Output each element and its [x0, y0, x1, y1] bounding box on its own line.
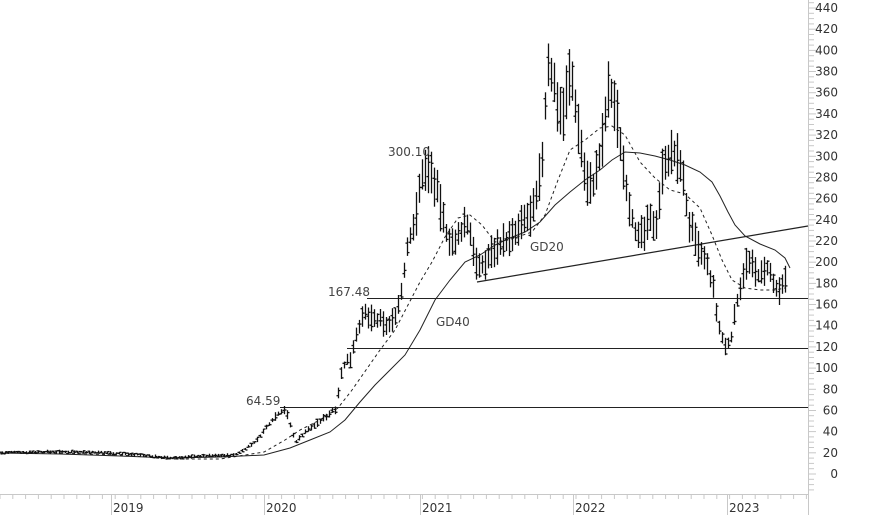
y-tick-label: 360	[815, 86, 838, 100]
trendline	[476, 225, 809, 283]
x-tick-label: 2022	[575, 501, 606, 515]
y-tick-label: 400	[815, 43, 838, 57]
y-tick-label: 300	[815, 149, 838, 163]
y-tick-label: 440	[815, 1, 838, 15]
y-tick-label: 180	[815, 276, 838, 290]
annotation-level-167: 167.48	[328, 285, 370, 299]
gd20-label: GD20	[530, 240, 564, 254]
y-tick-label: 340	[815, 107, 838, 121]
y-tick-label: 260	[815, 192, 838, 206]
y-tick-label: 40	[823, 425, 838, 439]
annotation-level-64: 64.59	[246, 394, 280, 408]
y-tick-label: 320	[815, 128, 838, 142]
y-tick-label: 120	[815, 340, 838, 354]
y-tick-label: 20	[823, 446, 838, 460]
gd40-label: GD40	[436, 315, 470, 329]
x-tick-label: 2021	[422, 501, 453, 515]
y-tick-label: 240	[815, 213, 838, 227]
price-bars	[0, 43, 788, 460]
x-tick-label: 2023	[729, 501, 760, 515]
y-tick-label: 160	[815, 298, 838, 312]
y-tick-label: 380	[815, 65, 838, 79]
x-tick-label: 2019	[113, 501, 144, 515]
x-axis-ticks: 2019 2020 2021 2022 2023	[0, 494, 807, 515]
y-tick-label: 100	[815, 361, 838, 375]
horizontal-levels	[280, 298, 808, 408]
gd40-line	[0, 151, 791, 459]
y-tick-label: 200	[815, 255, 838, 269]
y-tick-label: 280	[815, 171, 838, 185]
gd20-line	[0, 125, 786, 460]
x-tick-label: 2020	[266, 501, 297, 515]
y-tick-label: 140	[815, 319, 838, 333]
y-tick-label: 60	[823, 404, 838, 418]
y-axis-ticks: 4404204003803603403203002802602402202001…	[809, 1, 838, 491]
y-tick-label: 420	[815, 22, 838, 36]
y-tick-label: 0	[830, 467, 838, 481]
annotation-high-2021: 300.10	[388, 145, 430, 159]
y-tick-label: 220	[815, 234, 838, 248]
y-tick-label: 80	[823, 382, 838, 396]
